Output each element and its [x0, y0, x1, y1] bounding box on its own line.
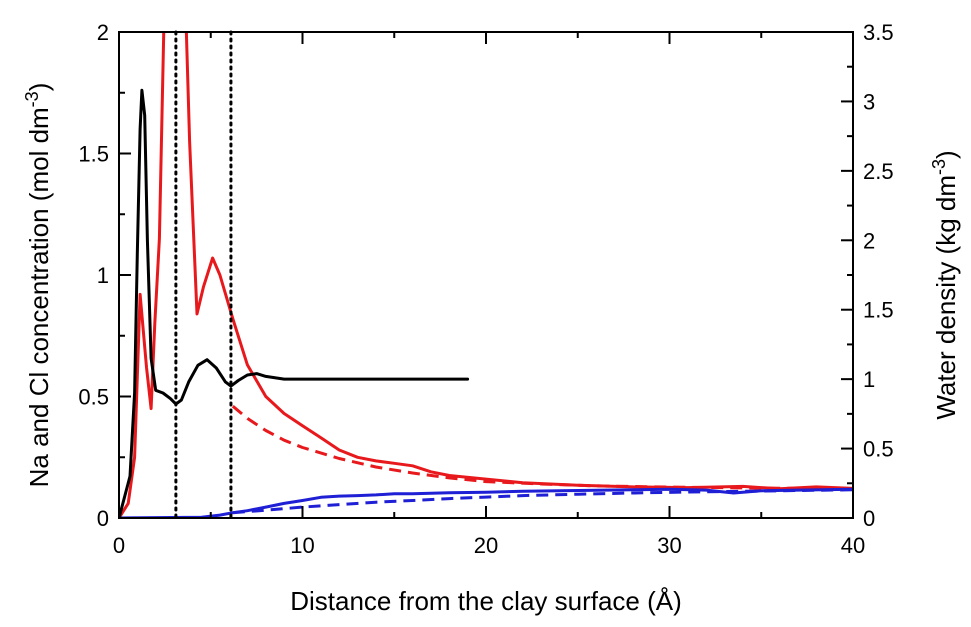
series-layer [119, 32, 853, 518]
plot-frame [118, 31, 854, 519]
y-left-tick-label: 1 [97, 263, 109, 288]
series-line-3 [119, 487, 853, 518]
x-tick-label: 0 [113, 533, 125, 558]
y-left-tick-label: 1.5 [78, 142, 109, 167]
x-tick-label: 10 [290, 533, 314, 558]
y-right-tick-label: 1.5 [863, 298, 894, 323]
y-right-tick-label: 0 [863, 506, 875, 531]
y-right-axis-title: Water density (kg dm-3) [929, 150, 961, 419]
series-line-2-dashed [231, 405, 853, 491]
y-left-axis-title: Na and Cl concentration (mol dm-3) [22, 83, 54, 488]
y-right-tick-label: 2 [863, 228, 875, 253]
series-line-4-dashed [232, 488, 853, 515]
vline-layer [174, 30, 233, 520]
tick-layer [118, 31, 854, 519]
y-right-tick-label: 2.5 [863, 159, 894, 184]
y-left-tick-label: 0 [97, 506, 109, 531]
y-right-tick-label: 3 [863, 89, 875, 114]
series-line-5 [119, 88, 470, 518]
y-right-tick-label: 1 [863, 367, 875, 392]
y-right-tick-label: 3.5 [863, 20, 894, 45]
x-axis-title: Distance from the clay surface (Å) [290, 586, 682, 616]
y-right-tick-label: 0.5 [863, 437, 894, 462]
x-tick-label: 30 [657, 533, 681, 558]
y-left-tick-label: 2 [97, 20, 109, 45]
x-tick-label: 20 [474, 533, 498, 558]
x-tick-label: 40 [841, 533, 865, 558]
series-line-1 [119, 32, 853, 518]
y-left-tick-label: 0.5 [78, 385, 109, 410]
